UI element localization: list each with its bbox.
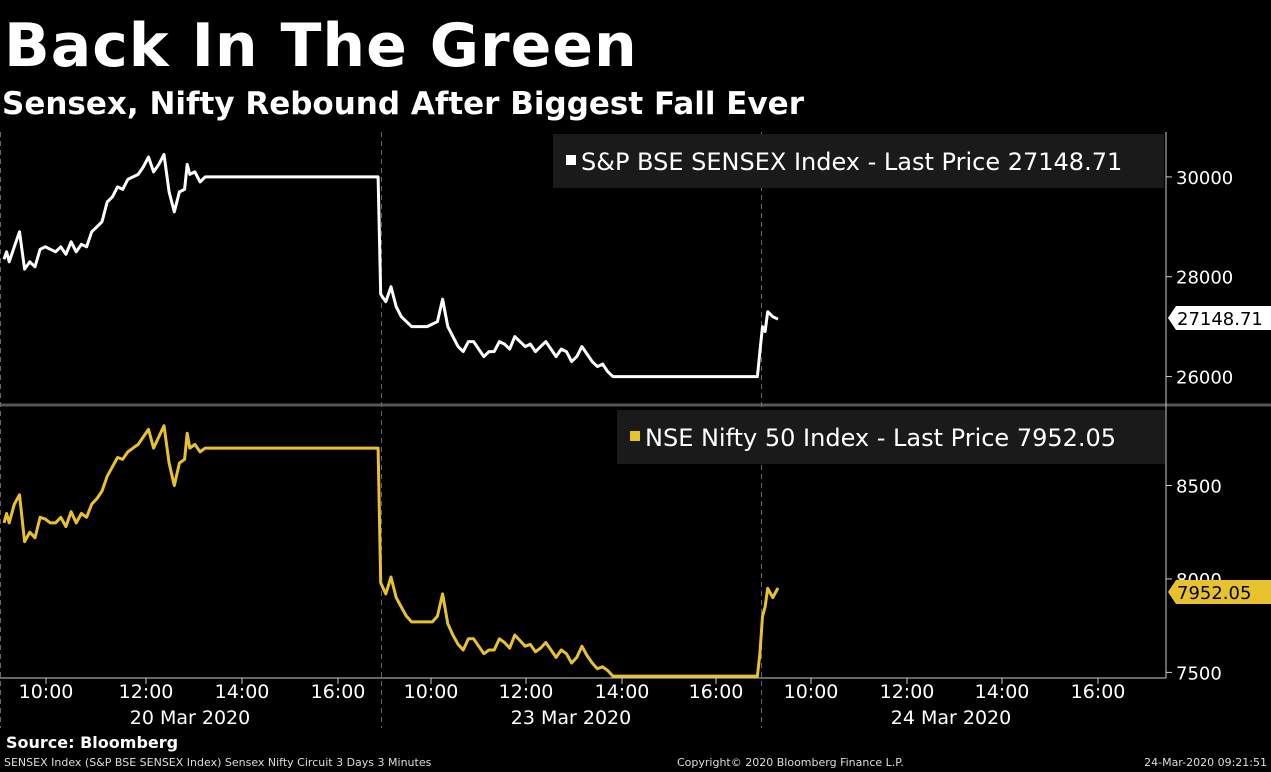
- x-tick-label-8: 10:00: [784, 681, 839, 703]
- footer-copyright: Copyright© 2020 Bloomberg Finance L.P.: [677, 756, 904, 769]
- x-tick-label-1: 12:00: [119, 681, 174, 703]
- footer-timestamp: 24-Mar-2020 09:21:51: [1144, 756, 1267, 769]
- last-price-label-1: 7952.05: [1177, 583, 1251, 604]
- legend-label-1: NSE Nifty 50 Index - Last Price 7952.05: [645, 424, 1116, 452]
- x-tick-label-5: 12:00: [499, 681, 554, 703]
- x-date-label-0: 20 Mar 2020: [130, 707, 250, 729]
- series-line-1: [2, 424, 780, 678]
- x-tick-label-6: 14:00: [595, 681, 650, 703]
- legend-label-0: S&P BSE SENSEX Index - Last Price 27148.…: [581, 148, 1122, 176]
- chart-subtitle: Sensex, Nifty Rebound After Biggest Fall…: [2, 86, 804, 122]
- y-tick-label-1-0: 7500: [1176, 663, 1222, 684]
- legend-swatch-1: [630, 431, 640, 441]
- x-tick-label-9: 12:00: [880, 681, 935, 703]
- series-line-0: [2, 153, 779, 379]
- footer-description: SENSEX Index (S&P BSE SENSEX Index) Sens…: [4, 756, 432, 769]
- x-date-label-2: 24 Mar 2020: [891, 707, 1011, 729]
- x-tick-label-4: 10:00: [404, 681, 459, 703]
- y-tick-label-0-0: 26000: [1176, 368, 1233, 389]
- last-price-tag-0: [1168, 306, 1271, 330]
- x-tick-label-3: 16:00: [311, 681, 366, 703]
- source-label: Source: Bloomberg: [6, 733, 179, 752]
- x-tick-label-2: 14:00: [215, 681, 270, 703]
- chart-title: Back In The Green: [4, 11, 638, 81]
- legend-box-1: [617, 410, 1165, 464]
- x-tick-label-0: 10:00: [19, 681, 74, 703]
- y-tick-label-1-2: 8500: [1176, 476, 1222, 497]
- last-price-tag-1: [1168, 580, 1271, 604]
- legend-box-0: [553, 134, 1164, 188]
- legend-swatch-0: [566, 155, 576, 165]
- x-tick-label-10: 14:00: [975, 681, 1030, 703]
- y-tick-label-0-1: 28000: [1176, 268, 1233, 289]
- x-tick-label-11: 16:00: [1071, 681, 1126, 703]
- y-tick-label-0-2: 30000: [1176, 168, 1233, 189]
- x-tick-label-7: 16:00: [689, 681, 744, 703]
- x-date-label-1: 23 Mar 2020: [511, 707, 631, 729]
- last-price-label-0: 27148.71: [1177, 309, 1263, 330]
